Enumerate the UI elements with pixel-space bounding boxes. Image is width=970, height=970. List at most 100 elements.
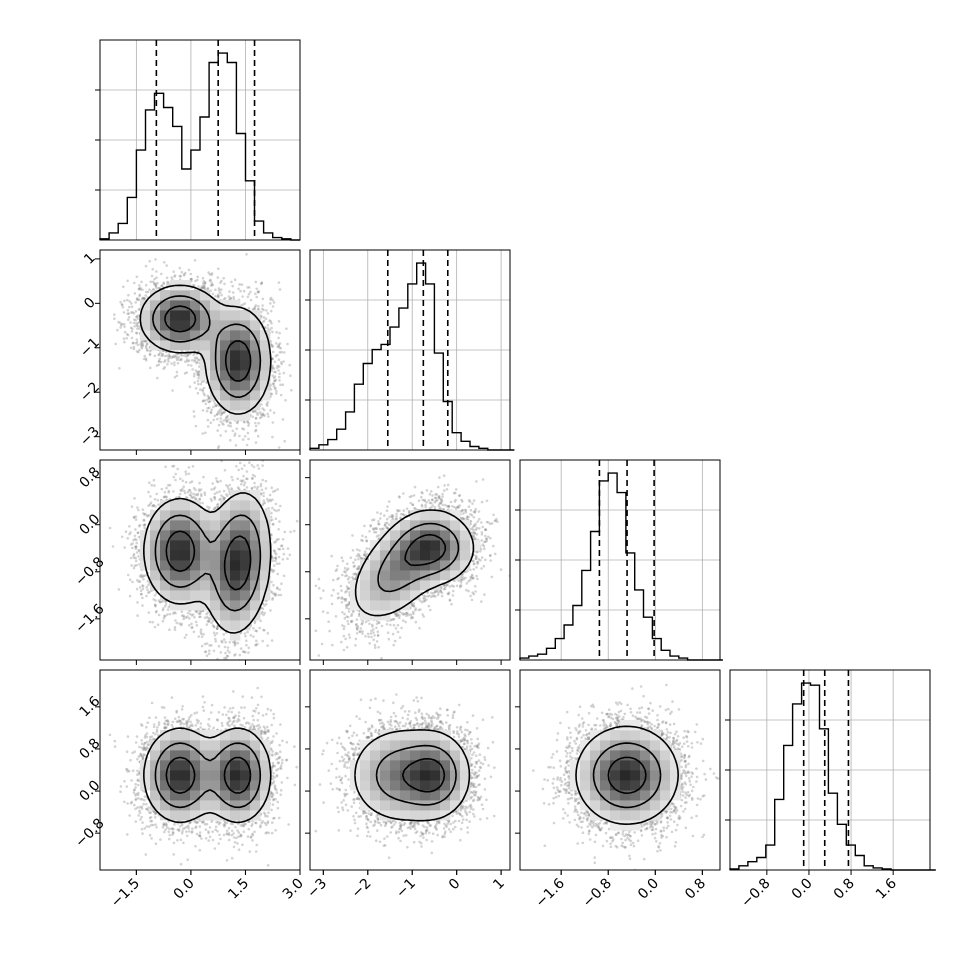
scatter-point [173,611,176,614]
scatter-point [369,813,373,817]
scatter-point [247,646,251,650]
scatter-point [217,711,221,714]
scatter-point [272,592,276,596]
density-bin [180,560,191,571]
density-bin [210,730,221,741]
scatter-point [135,538,138,542]
scatter-point [129,321,132,324]
scatter-point [192,613,195,616]
scatter-point [127,315,131,319]
density-bin [440,520,451,531]
scatter-point [230,475,233,479]
scatter-point [237,468,240,472]
scatter-point [370,811,373,815]
scatter-point [168,355,172,358]
scatter-point [272,817,275,820]
scatter-point [420,712,424,715]
scatter-point [125,750,129,753]
scatter-point [322,749,325,752]
scatter-point [167,489,171,493]
scatter-point [276,353,279,357]
scatter-point [200,632,203,636]
scatter-point [651,709,654,712]
scatter-point [202,379,206,383]
density-bin [220,370,231,381]
scatter-point [136,779,140,782]
scatter-point [143,795,147,798]
scatter-point [356,742,360,746]
scatter-point [203,491,206,494]
scatter-point [264,814,267,818]
scatter-point [328,629,331,633]
density-bin [430,560,441,571]
scatter-point [349,829,352,832]
scatter-point [273,764,277,768]
contour-lines [354,729,471,822]
scatter-point [274,386,277,390]
scatter-point [363,524,366,528]
scatter-point [402,619,405,622]
scatter-point [431,504,435,507]
scatter-point [197,376,200,380]
scatter-point [463,518,466,521]
scatter-point [270,322,273,325]
scatter-point [134,797,138,801]
density-bin [390,800,401,811]
scatter-point [355,574,359,577]
scatter-point [293,783,297,787]
scatter-point [342,627,346,631]
scatter-point [203,285,206,288]
scatter-point [346,615,350,619]
scatter-point [458,812,462,816]
scatter-point [141,344,145,348]
density-bin [180,810,191,821]
density-bin [220,340,231,351]
density-bin [230,580,241,591]
scatter-point [185,358,189,361]
scatter-point [241,438,245,441]
scatter-point [189,494,193,497]
scatter-point [282,552,286,556]
scatter-point [230,856,234,860]
scatter-point [134,820,138,823]
scatter-point [224,651,227,655]
scatter-point [433,505,437,509]
scatter-point [170,362,173,365]
scatter-point [137,791,140,795]
scatter-point [487,764,490,767]
scatter-point [335,776,338,779]
scatter-point [260,737,264,740]
scatter-point [271,382,275,386]
density-bin [180,730,191,741]
density-bin [370,750,381,761]
scatter-point [395,515,398,518]
scatter-point [222,297,226,301]
scatter-point [382,723,386,726]
contour-lines [139,284,272,415]
scatter-point [214,640,218,643]
scatter-point [470,575,474,578]
scatter-point [199,628,203,631]
scatter-point [278,588,282,591]
scatter-point [466,515,469,518]
scatter-point [194,493,198,497]
scatter-point [132,789,136,792]
density-bin [380,800,391,811]
scatter-point [399,721,402,724]
density-bin [250,530,261,541]
scatter-point [443,587,447,591]
scatter-point [175,711,178,714]
scatter-point [131,542,134,545]
scatter-point [146,290,150,294]
density-bin [210,390,221,401]
scatter-point [372,631,375,634]
density-bin [200,330,211,341]
scatter-point [196,493,199,497]
scatter-point [472,576,475,580]
scatter-point [141,757,145,761]
scatter-point [485,499,489,503]
scatter-point [474,790,478,794]
scatter-point [167,720,170,724]
scatter-point [201,409,205,412]
scatter-point [142,523,146,527]
